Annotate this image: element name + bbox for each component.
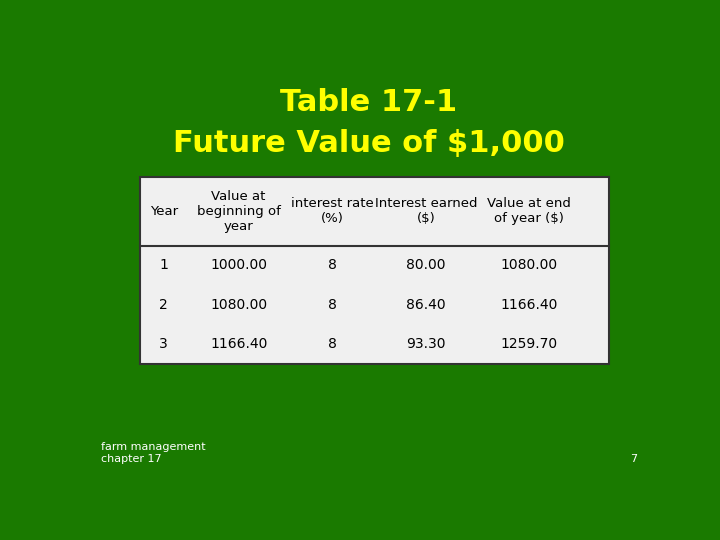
Text: 1259.70: 1259.70 [500,338,558,352]
Text: 8: 8 [328,298,337,312]
Text: 93.30: 93.30 [406,338,446,352]
Text: Value at
beginning of
year: Value at beginning of year [197,190,281,233]
Text: Value at end
of year ($): Value at end of year ($) [487,197,571,225]
Text: 8: 8 [328,338,337,352]
Text: Year: Year [150,205,178,218]
Text: Table 17-1: Table 17-1 [280,87,458,117]
Text: 7: 7 [630,454,637,464]
Text: 86.40: 86.40 [406,298,446,312]
Text: farm management
chapter 17: farm management chapter 17 [101,442,206,464]
Text: 1166.40: 1166.40 [500,298,558,312]
Text: interest rate
(%): interest rate (%) [291,197,374,225]
Text: 2: 2 [159,298,168,312]
Text: 1080.00: 1080.00 [210,298,267,312]
Text: Future Value of $1,000: Future Value of $1,000 [173,129,565,158]
Text: 1000.00: 1000.00 [210,259,267,272]
Text: 3: 3 [159,338,168,352]
Text: 80.00: 80.00 [406,259,446,272]
Text: 1: 1 [159,259,168,272]
Text: 1080.00: 1080.00 [500,259,558,272]
Text: 1166.40: 1166.40 [210,338,267,352]
FancyBboxPatch shape [140,177,609,364]
Text: Interest earned
($): Interest earned ($) [375,197,477,225]
Text: 8: 8 [328,259,337,272]
